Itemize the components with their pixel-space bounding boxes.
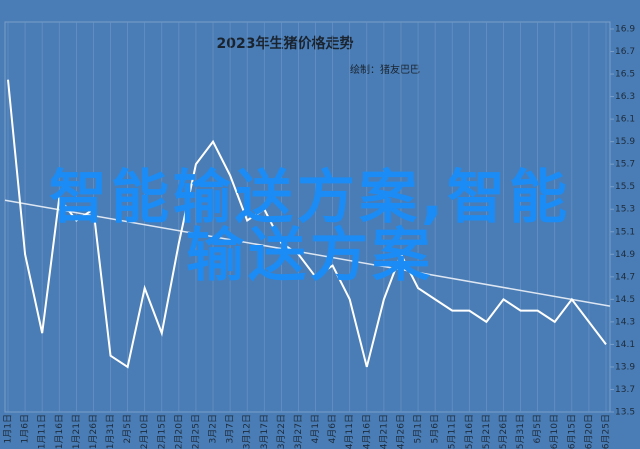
chart-subtitle: 绘制：猪友巴巴 bbox=[350, 63, 420, 76]
x-tick-label: 3月17日 bbox=[259, 414, 270, 449]
price-line bbox=[7, 79, 607, 369]
y-tick-label: 16.5 bbox=[615, 70, 635, 80]
x-tick-label: 6月20日 bbox=[583, 414, 594, 449]
x-tick-label: 6月15日 bbox=[566, 414, 577, 449]
x-tick-label: 5月21日 bbox=[481, 414, 492, 449]
y-tick-label: 15.3 bbox=[615, 205, 635, 215]
x-tick-label: 2月15日 bbox=[156, 414, 167, 449]
y-tick-label: 15.7 bbox=[615, 160, 635, 170]
x-tick-label: 3月27日 bbox=[293, 414, 304, 449]
y-tick-label: 16.1 bbox=[615, 115, 635, 125]
y-tick-label: 14.9 bbox=[615, 250, 635, 260]
x-tick-label: 4月26日 bbox=[395, 414, 406, 449]
plot-area bbox=[4, 21, 611, 413]
x-tick-label: 6月10日 bbox=[549, 414, 560, 449]
chart-title: 2023年生猪价格走势 bbox=[217, 35, 354, 52]
x-tick-label: 5月16日 bbox=[464, 414, 475, 449]
trend-line bbox=[4, 199, 611, 307]
x-tick-label: 1月6日 bbox=[20, 414, 31, 443]
y-tick-label: 14.5 bbox=[615, 295, 635, 305]
y-tick-label: 15.1 bbox=[615, 227, 635, 237]
x-tick-label: 2月25日 bbox=[190, 414, 201, 449]
x-tick-label: 5月6日 bbox=[430, 414, 441, 443]
x-tick-label: 5月31日 bbox=[515, 414, 526, 449]
x-tick-label: 1月16日 bbox=[54, 414, 65, 449]
x-tick-label: 4月11日 bbox=[344, 414, 355, 449]
y-tick-label: 16.3 bbox=[615, 92, 635, 102]
x-tick-label: 4月6日 bbox=[327, 414, 338, 443]
x-tick-label: 4月21日 bbox=[378, 414, 389, 449]
x-tick-label: 4月1日 bbox=[310, 414, 321, 443]
y-tick-label: 13.9 bbox=[615, 362, 635, 372]
y-tick-label: 14.3 bbox=[615, 317, 635, 327]
x-tick-label: 1月26日 bbox=[88, 414, 99, 449]
x-tick-label: 1月11日 bbox=[37, 414, 48, 449]
x-tick-label: 6月5日 bbox=[532, 414, 543, 443]
x-tick-label: 3月2日 bbox=[208, 414, 219, 443]
x-tick-label: 5月11日 bbox=[447, 414, 458, 449]
x-tick-label: 1月1日 bbox=[3, 414, 14, 443]
x-tick-label: 2月5日 bbox=[122, 414, 133, 443]
x-tick-label: 1月21日 bbox=[71, 414, 82, 449]
y-tick-label: 16.7 bbox=[615, 47, 635, 57]
y-tick-label: 16.9 bbox=[615, 25, 635, 35]
x-tick-label: 5月1日 bbox=[413, 414, 424, 443]
x-tick-label: 3月22日 bbox=[276, 414, 287, 449]
watermark: 智能输送方案,智能输送方案 bbox=[48, 163, 572, 289]
x-tick-label: 1月31日 bbox=[105, 414, 116, 449]
x-tick-label: 3月7日 bbox=[225, 414, 236, 443]
x-tick-label: 3月12日 bbox=[242, 414, 253, 449]
y-tick-label: 13.5 bbox=[615, 408, 635, 418]
y-tick-label: 13.7 bbox=[615, 385, 635, 395]
x-tick-label: 6月25日 bbox=[601, 414, 612, 449]
y-tick-label: 15.5 bbox=[615, 182, 635, 192]
x-tick-label: 5月26日 bbox=[498, 414, 509, 449]
x-tick-label: 2月10日 bbox=[139, 414, 150, 449]
x-tick-label: 2月20日 bbox=[173, 414, 184, 449]
y-tick-label: 14.7 bbox=[615, 272, 635, 282]
y-tick-label: 14.1 bbox=[615, 340, 635, 350]
y-tick-label: 15.9 bbox=[615, 137, 635, 147]
x-tick-label: 4月16日 bbox=[361, 414, 372, 449]
